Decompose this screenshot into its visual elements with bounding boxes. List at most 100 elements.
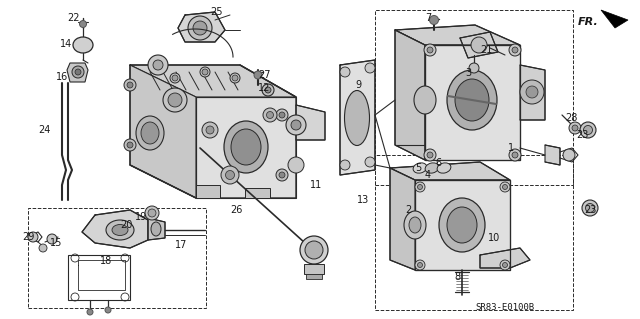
Circle shape	[168, 93, 182, 107]
Circle shape	[276, 169, 288, 181]
Circle shape	[500, 182, 510, 192]
Circle shape	[172, 75, 178, 81]
Text: 13: 13	[357, 195, 369, 205]
Ellipse shape	[224, 121, 268, 173]
Circle shape	[124, 79, 136, 91]
Circle shape	[502, 184, 508, 189]
Text: 6: 6	[435, 158, 441, 168]
Polygon shape	[196, 185, 220, 198]
Polygon shape	[545, 145, 560, 165]
Text: 23: 23	[584, 205, 596, 215]
Polygon shape	[460, 32, 498, 58]
Ellipse shape	[439, 198, 485, 252]
Circle shape	[127, 142, 133, 148]
Polygon shape	[390, 168, 415, 270]
Text: SR83-E0100B: SR83-E0100B	[476, 302, 534, 311]
Ellipse shape	[151, 222, 161, 236]
Text: 19: 19	[135, 212, 147, 222]
Circle shape	[586, 204, 595, 212]
Circle shape	[509, 44, 521, 56]
Polygon shape	[390, 162, 510, 180]
Bar	[28, 208, 206, 308]
Text: 23: 23	[576, 130, 588, 140]
Polygon shape	[296, 105, 325, 140]
Circle shape	[188, 16, 212, 40]
Text: 18: 18	[100, 256, 112, 266]
Polygon shape	[340, 60, 375, 175]
Bar	[375, 155, 573, 310]
Circle shape	[563, 149, 575, 161]
Circle shape	[124, 139, 136, 151]
Ellipse shape	[414, 86, 436, 114]
Text: 20: 20	[120, 220, 132, 230]
Text: 3: 3	[465, 68, 471, 78]
Text: 22: 22	[67, 13, 79, 23]
Text: 25: 25	[210, 7, 223, 17]
Bar	[304, 264, 324, 274]
Polygon shape	[67, 63, 88, 82]
Ellipse shape	[344, 91, 369, 145]
Circle shape	[502, 263, 508, 268]
Text: FR.: FR.	[578, 17, 599, 27]
Circle shape	[75, 69, 81, 75]
Text: 21: 21	[480, 45, 492, 55]
Circle shape	[415, 260, 425, 270]
Polygon shape	[601, 10, 628, 28]
Polygon shape	[245, 188, 270, 198]
Ellipse shape	[425, 163, 439, 173]
Circle shape	[225, 170, 234, 180]
Ellipse shape	[231, 129, 261, 165]
Circle shape	[105, 307, 111, 313]
Text: 5: 5	[415, 163, 421, 173]
Circle shape	[232, 75, 238, 81]
Text: 1: 1	[508, 143, 514, 153]
Circle shape	[580, 122, 596, 138]
Text: 24: 24	[38, 125, 51, 135]
Circle shape	[200, 67, 210, 77]
Circle shape	[127, 82, 133, 88]
Circle shape	[569, 122, 581, 134]
Ellipse shape	[437, 163, 451, 173]
Polygon shape	[130, 65, 196, 198]
Text: 10: 10	[488, 233, 500, 243]
Circle shape	[526, 86, 538, 98]
Text: 4: 4	[425, 170, 431, 180]
Text: 11: 11	[310, 180, 323, 190]
Circle shape	[263, 108, 277, 122]
Circle shape	[520, 80, 544, 104]
Polygon shape	[415, 180, 510, 270]
Circle shape	[500, 260, 510, 270]
Circle shape	[427, 152, 433, 158]
Circle shape	[254, 71, 262, 79]
Circle shape	[276, 109, 288, 121]
Text: 27: 27	[258, 70, 271, 80]
Polygon shape	[148, 218, 165, 240]
Circle shape	[291, 120, 301, 130]
Circle shape	[28, 232, 38, 242]
Ellipse shape	[404, 211, 426, 239]
Text: 14: 14	[60, 39, 72, 49]
Polygon shape	[82, 210, 148, 248]
Circle shape	[170, 73, 180, 83]
Circle shape	[163, 88, 187, 112]
Ellipse shape	[106, 220, 134, 240]
Circle shape	[262, 84, 274, 96]
Circle shape	[365, 157, 375, 167]
Text: 28: 28	[565, 113, 577, 123]
Circle shape	[193, 21, 207, 35]
Circle shape	[202, 122, 218, 138]
Ellipse shape	[73, 37, 93, 53]
Circle shape	[266, 112, 273, 118]
Polygon shape	[520, 65, 545, 120]
Polygon shape	[196, 97, 296, 198]
Text: 26: 26	[230, 205, 243, 215]
Circle shape	[279, 172, 285, 178]
Circle shape	[202, 69, 208, 75]
Text: 12: 12	[258, 83, 270, 93]
Ellipse shape	[455, 79, 489, 121]
Circle shape	[427, 47, 433, 53]
Circle shape	[429, 16, 438, 25]
Circle shape	[148, 209, 156, 217]
Polygon shape	[130, 65, 296, 97]
Text: 16: 16	[56, 72, 68, 82]
